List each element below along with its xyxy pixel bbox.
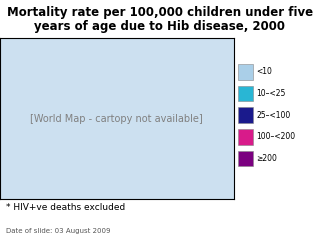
Text: 10–<25: 10–<25: [257, 89, 286, 98]
Text: ≥200: ≥200: [257, 154, 277, 163]
Text: 25–<100: 25–<100: [257, 111, 291, 120]
Text: [World Map - cartopy not available]: [World Map - cartopy not available]: [30, 114, 203, 124]
Text: years of age due to Hib disease, 2000: years of age due to Hib disease, 2000: [35, 20, 285, 33]
Text: 100–<200: 100–<200: [257, 132, 296, 141]
Text: * HIV+ve deaths excluded: * HIV+ve deaths excluded: [6, 203, 126, 212]
Text: <10: <10: [257, 67, 273, 77]
Text: Mortality rate per 100,000 children under five: Mortality rate per 100,000 children unde…: [7, 6, 313, 19]
Text: Date of slide: 03 August 2009: Date of slide: 03 August 2009: [6, 228, 111, 234]
